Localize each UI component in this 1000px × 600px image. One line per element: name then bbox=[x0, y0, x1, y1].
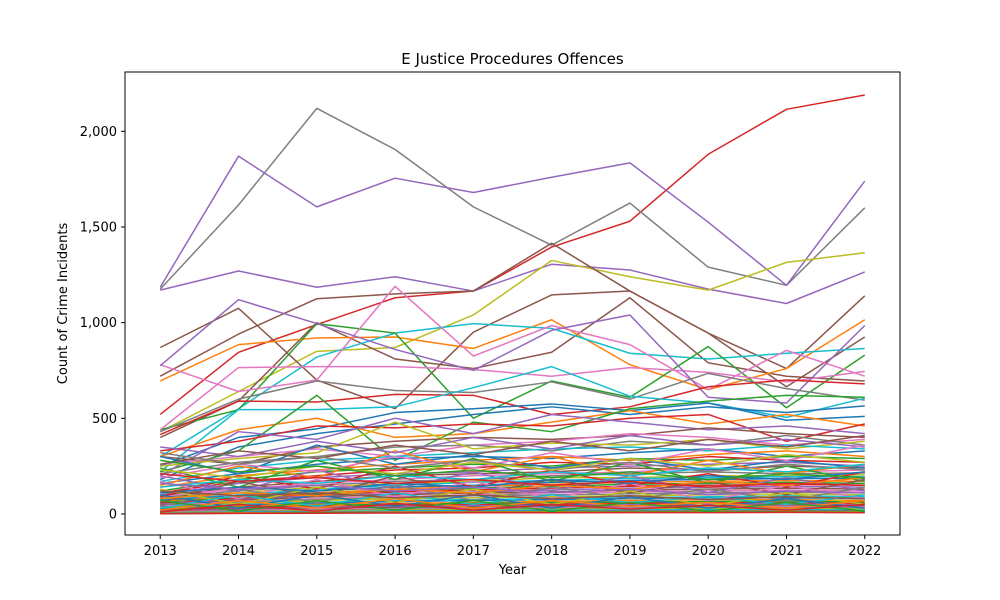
series-line-66 bbox=[160, 465, 865, 498]
series-line-4 bbox=[160, 263, 866, 305]
x-tick-label: 2013 bbox=[144, 544, 177, 559]
series-line-76 bbox=[160, 502, 865, 513]
series-line-78 bbox=[160, 434, 865, 465]
series-line-20 bbox=[159, 409, 865, 458]
series-line-16 bbox=[159, 379, 865, 436]
series-line-19 bbox=[159, 405, 865, 481]
x-tick-label: 2017 bbox=[457, 544, 490, 559]
y-tick-label: 0 bbox=[109, 507, 117, 522]
series-line-43 bbox=[160, 485, 865, 506]
series-line-21 bbox=[160, 394, 865, 473]
series-line-72 bbox=[160, 492, 865, 509]
y-axis: 0 500 1,000 1,500 2,000 bbox=[80, 125, 125, 522]
x-tick-label: 2021 bbox=[770, 544, 803, 559]
chart-title: E Justice Procedures Offences bbox=[401, 50, 624, 68]
series-line-30 bbox=[160, 450, 865, 488]
series-line-28 bbox=[160, 444, 865, 483]
x-tick-label: 2022 bbox=[848, 544, 881, 559]
series-line-79 bbox=[160, 444, 865, 479]
series-line-10 bbox=[159, 322, 865, 458]
x-tick-label: 2019 bbox=[613, 544, 646, 559]
series-line-73 bbox=[160, 494, 865, 509]
series-line-27 bbox=[160, 421, 865, 467]
series-line-62 bbox=[160, 511, 865, 515]
series-line-80 bbox=[160, 451, 865, 473]
series-line-81 bbox=[160, 453, 865, 479]
series-line-87 bbox=[160, 482, 865, 496]
series-line-6 bbox=[159, 290, 866, 410]
series-line-7 bbox=[159, 242, 866, 388]
series-line-82 bbox=[160, 463, 865, 488]
x-tick-label: 2020 bbox=[692, 544, 725, 559]
x-tick-label: 2015 bbox=[300, 544, 333, 559]
series-lines bbox=[159, 94, 866, 515]
y-tick-label: 500 bbox=[92, 412, 117, 427]
series-line-88 bbox=[160, 490, 865, 501]
y-tick-label: 1,000 bbox=[80, 316, 117, 331]
y-tick-label: 1,500 bbox=[80, 220, 117, 235]
series-line-85 bbox=[160, 459, 865, 481]
x-axis: 2013 2014 2015 2016 2017 2018 2019 2020 2021 2022 bbox=[144, 535, 881, 559]
series-line-63 bbox=[160, 444, 865, 475]
series-line-5 bbox=[159, 252, 865, 433]
series-line-2 bbox=[159, 107, 866, 290]
x-axis-label: Year bbox=[498, 563, 527, 578]
series-line-9 bbox=[159, 319, 866, 391]
series-line-3 bbox=[159, 155, 866, 288]
series-line-13 bbox=[159, 365, 865, 431]
x-tick-label: 2018 bbox=[535, 544, 568, 559]
series-line-1 bbox=[159, 94, 865, 416]
series-line-75 bbox=[160, 499, 865, 512]
series-line-37 bbox=[160, 473, 865, 500]
y-tick-label: 2,000 bbox=[80, 125, 117, 140]
series-line-65 bbox=[160, 457, 865, 488]
series-line-23 bbox=[159, 413, 865, 477]
x-tick-label: 2016 bbox=[379, 544, 412, 559]
series-line-15 bbox=[159, 372, 865, 433]
series-line-74 bbox=[160, 497, 865, 511]
plot-area-frame bbox=[124, 71, 901, 536]
x-tick-label: 2014 bbox=[222, 544, 255, 559]
series-line-12 bbox=[159, 285, 866, 393]
series-line-77 bbox=[160, 434, 865, 458]
series-line-14 bbox=[159, 298, 866, 404]
series-line-83 bbox=[160, 471, 865, 494]
series-line-86 bbox=[160, 473, 865, 488]
series-line-36 bbox=[160, 471, 865, 499]
y-axis-label: Count of Crime Incidents bbox=[56, 223, 71, 385]
